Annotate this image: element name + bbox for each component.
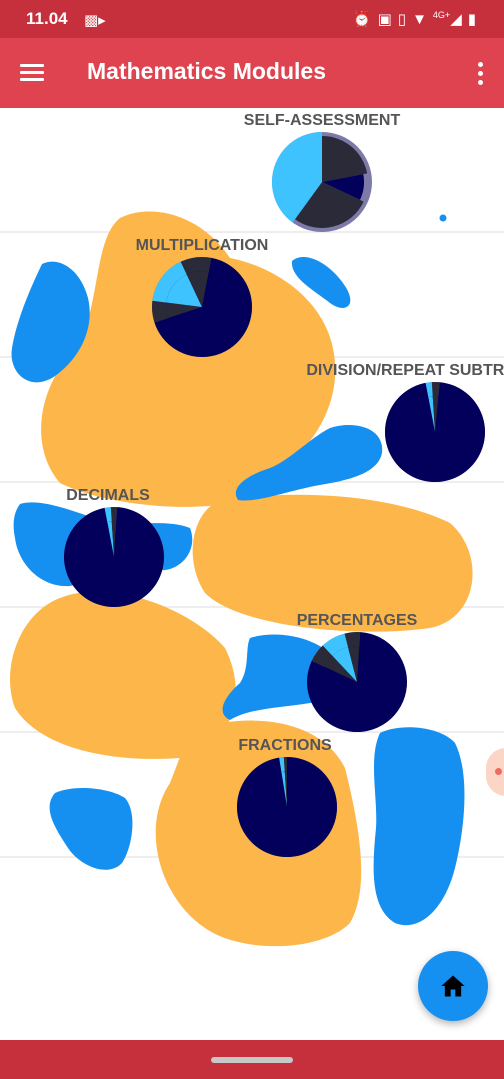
pie-accent-2 — [324, 655, 357, 682]
module-node-decimals[interactable] — [63, 507, 164, 607]
pie-slice-1 — [322, 174, 364, 200]
app-bar: Mathematics Modules — [0, 38, 504, 108]
module-label-fractions: FRACTIONS — [238, 737, 332, 754]
side-drawer-handle[interactable] — [486, 748, 504, 796]
gesture-handle[interactable] — [211, 1057, 293, 1063]
pie-accent-2 — [284, 771, 287, 807]
module-label-division: DIVISION/REPEAT SUBTRACTION — [306, 362, 504, 379]
map-dot — [439, 214, 447, 222]
vibrate-icon: ▯ — [397, 11, 413, 28]
pie-accent-3 — [432, 396, 435, 432]
battery-icon: ▮ — [467, 11, 482, 28]
pie-accent-4 — [186, 271, 202, 307]
home-icon — [441, 975, 465, 997]
pie-accent-0 — [114, 521, 117, 557]
module-label-decimals: DECIMALS — [66, 487, 150, 504]
module-node-percentages[interactable] — [307, 632, 407, 732]
pie-accent-2 — [107, 521, 114, 557]
module-node-division[interactable] — [385, 382, 486, 482]
pie-accent-4 — [348, 646, 357, 682]
status-time: 11.04 — [26, 9, 68, 28]
home-button[interactable] — [418, 951, 488, 1021]
more-vert-icon[interactable] — [478, 62, 484, 86]
pie-slice-0 — [322, 136, 368, 182]
system-nav-bar — [0, 1040, 504, 1079]
module-label-percentages: PERCENTAGES — [296, 612, 418, 629]
pie-slice-3 — [272, 132, 322, 223]
wifi-icon: ▼ — [412, 11, 433, 28]
module-label-multiplication: MULTIPLICATION — [135, 237, 269, 254]
page-title: Mathematics Modules — [87, 58, 326, 84]
module-node-fractions[interactable] — [237, 757, 338, 857]
video-record-icon: ▩▸ — [84, 12, 106, 29]
module-label-self-assessment: SELF-ASSESSMENT — [243, 112, 401, 129]
signal-icon: ◢ — [450, 11, 468, 28]
pie-accent-2 — [428, 396, 435, 432]
pie-accent-3 — [166, 274, 202, 307]
pie-accent-0 — [435, 396, 439, 432]
pie-slice-2 — [294, 182, 364, 228]
module-node-self-assessment[interactable] — [272, 132, 372, 232]
module-pies — [63, 132, 486, 857]
pie-accent-3 — [332, 647, 357, 682]
pie-accent-0 — [202, 271, 209, 307]
cast-icon: ▣ — [377, 11, 398, 28]
status-bar: 11.04 ▩▸ ⏰▣▯▼4G+◢▮ — [0, 0, 504, 38]
pie-accent-2 — [166, 302, 202, 319]
hamburger-menu-icon[interactable] — [20, 64, 44, 82]
network-type: 4G+ — [432, 10, 451, 20]
alarm-icon: ⏰ — [352, 11, 378, 28]
pie-accent-1 — [281, 771, 287, 807]
status-icons: ⏰▣▯▼4G+◢▮ — [353, 10, 482, 28]
pie-accent-0 — [357, 646, 360, 682]
module-map[interactable]: SELF-ASSESSMENT MULTIPLICATION DIVISION/… — [0, 108, 504, 1040]
pie-accent-3 — [111, 521, 114, 557]
module-node-multiplication[interactable] — [152, 257, 252, 357]
